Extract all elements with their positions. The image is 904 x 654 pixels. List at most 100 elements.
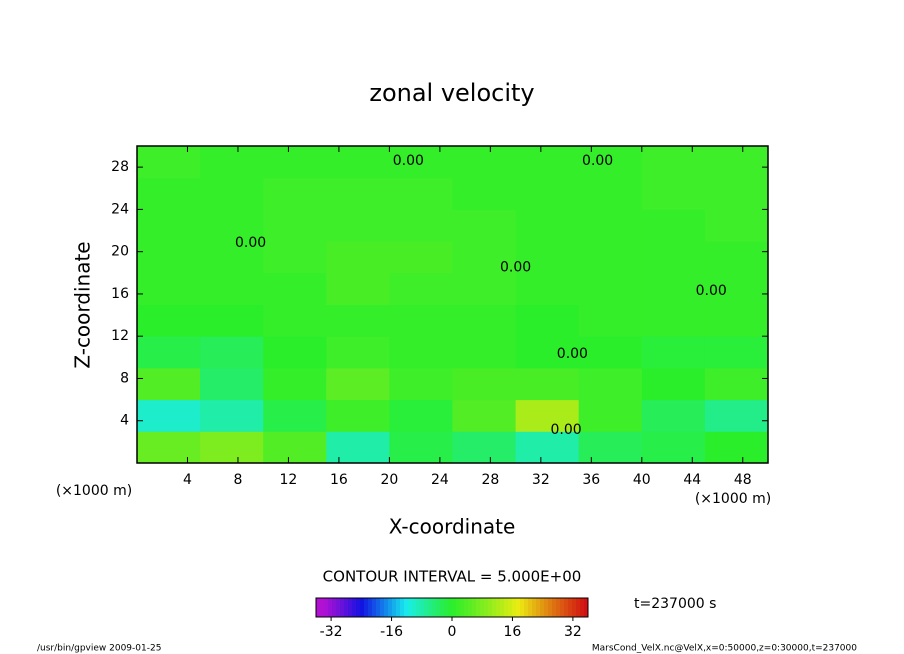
colorbar-swatch xyxy=(388,598,393,617)
colorbar-swatch xyxy=(468,598,473,617)
y-axis-label: Z-coordinate xyxy=(71,241,95,368)
contour-label: 0.00 xyxy=(557,346,588,362)
colorbar-swatch xyxy=(416,598,421,617)
field-cell xyxy=(452,209,517,242)
colorbar-swatch xyxy=(552,598,557,617)
field-cell xyxy=(704,304,769,337)
colorbar-swatch xyxy=(332,598,337,617)
colorbar-swatch xyxy=(372,598,377,617)
field-cell xyxy=(515,431,580,464)
colorbar-swatch xyxy=(564,598,569,617)
colorbar-swatch xyxy=(560,598,565,617)
field-cell xyxy=(578,209,643,242)
colorbar-swatch xyxy=(432,598,437,617)
colorbar-swatch xyxy=(456,598,461,617)
colorbar-swatch xyxy=(336,598,341,617)
y-tick-label: 4 xyxy=(120,413,129,429)
x-tick-label: 4 xyxy=(183,472,192,488)
field-cell xyxy=(137,304,201,337)
field-cell xyxy=(704,336,769,369)
field-cell xyxy=(452,177,517,210)
field-cell xyxy=(263,399,327,432)
x-tick-label: 36 xyxy=(582,472,600,488)
field-cell xyxy=(326,431,390,464)
colorbar-swatch xyxy=(384,598,389,617)
contour-interval: CONTOUR INTERVAL = 5.000E+00 xyxy=(323,568,582,586)
field-cell xyxy=(389,272,453,305)
colorbar-swatch xyxy=(488,598,493,617)
field-cell xyxy=(200,177,264,210)
y-tick-label: 12 xyxy=(111,328,129,344)
x-tick-label: 20 xyxy=(380,472,398,488)
colorbar-swatch xyxy=(328,598,333,617)
contour-label: 0.00 xyxy=(696,283,727,299)
x-tick-label: 28 xyxy=(481,472,499,488)
time-label: t=237000 s xyxy=(634,596,716,612)
y-unit: (×1000 m) xyxy=(56,483,132,499)
colorbar-swatch xyxy=(364,598,369,617)
colorbar-swatch xyxy=(440,598,445,617)
x-axis-label: X-coordinate xyxy=(389,515,516,539)
field-cell xyxy=(263,146,327,179)
colorbar-swatch xyxy=(500,598,505,617)
colorbar-swatch xyxy=(448,598,453,617)
field-cell xyxy=(137,209,201,242)
field-cell xyxy=(704,146,769,179)
plot-frame xyxy=(136,145,769,464)
colorbar-swatch xyxy=(376,598,381,617)
footer-left: /usr/bin/gpview 2009-01-25 xyxy=(37,644,161,654)
field-cell xyxy=(200,209,264,242)
field-cell xyxy=(200,399,264,432)
colorbar-swatch xyxy=(568,598,573,617)
field-cell xyxy=(137,177,201,210)
x-tick-label: 40 xyxy=(633,472,651,488)
field-cell xyxy=(704,272,769,305)
colorbar-swatch xyxy=(460,598,465,617)
field-cell xyxy=(137,336,201,369)
contour-label: 0.00 xyxy=(500,260,531,276)
colorbar-swatch xyxy=(424,598,429,617)
field-cell xyxy=(515,336,580,369)
field-cell xyxy=(452,241,517,274)
contour-label: 0.00 xyxy=(582,153,613,169)
field-cell xyxy=(326,399,390,432)
field-cell xyxy=(137,431,201,464)
contour-label: 0.00 xyxy=(235,235,266,251)
field-cell xyxy=(389,209,453,242)
colorbar-swatch xyxy=(324,598,329,617)
field-cell xyxy=(515,399,580,432)
y-tick-label: 16 xyxy=(111,286,129,302)
field-cell xyxy=(704,431,769,464)
field-cell xyxy=(326,177,390,210)
field-cell xyxy=(200,304,264,337)
field-cell xyxy=(452,272,517,305)
field-cell xyxy=(452,146,517,179)
colorbar-swatch xyxy=(544,598,549,617)
field-cell xyxy=(578,146,643,179)
field-cell xyxy=(515,272,580,305)
field-cell xyxy=(200,367,264,401)
field-cell xyxy=(263,304,327,337)
field-cell xyxy=(578,367,643,401)
field-cell xyxy=(263,367,327,401)
colorbar-swatch xyxy=(352,598,357,617)
x-unit: (×1000 m) xyxy=(695,491,771,507)
field-cell xyxy=(578,336,643,369)
field-cell xyxy=(326,367,390,401)
colorbar-swatch xyxy=(520,598,525,617)
colorbar-tick-label: 32 xyxy=(564,624,582,640)
chart-title: zonal velocity xyxy=(369,79,534,107)
field-cell xyxy=(200,336,264,369)
field-cell xyxy=(641,304,706,337)
colorbar-swatch xyxy=(316,598,321,617)
colorbar-swatch xyxy=(472,598,477,617)
colorbar-swatch xyxy=(512,598,517,617)
colorbar-swatch xyxy=(408,598,413,617)
field-cell xyxy=(326,241,390,274)
colorbar-swatch xyxy=(572,598,577,617)
field-cell xyxy=(515,209,580,242)
field-cell xyxy=(704,177,769,210)
field-cell xyxy=(641,367,706,401)
colorbar-swatch xyxy=(420,598,425,617)
